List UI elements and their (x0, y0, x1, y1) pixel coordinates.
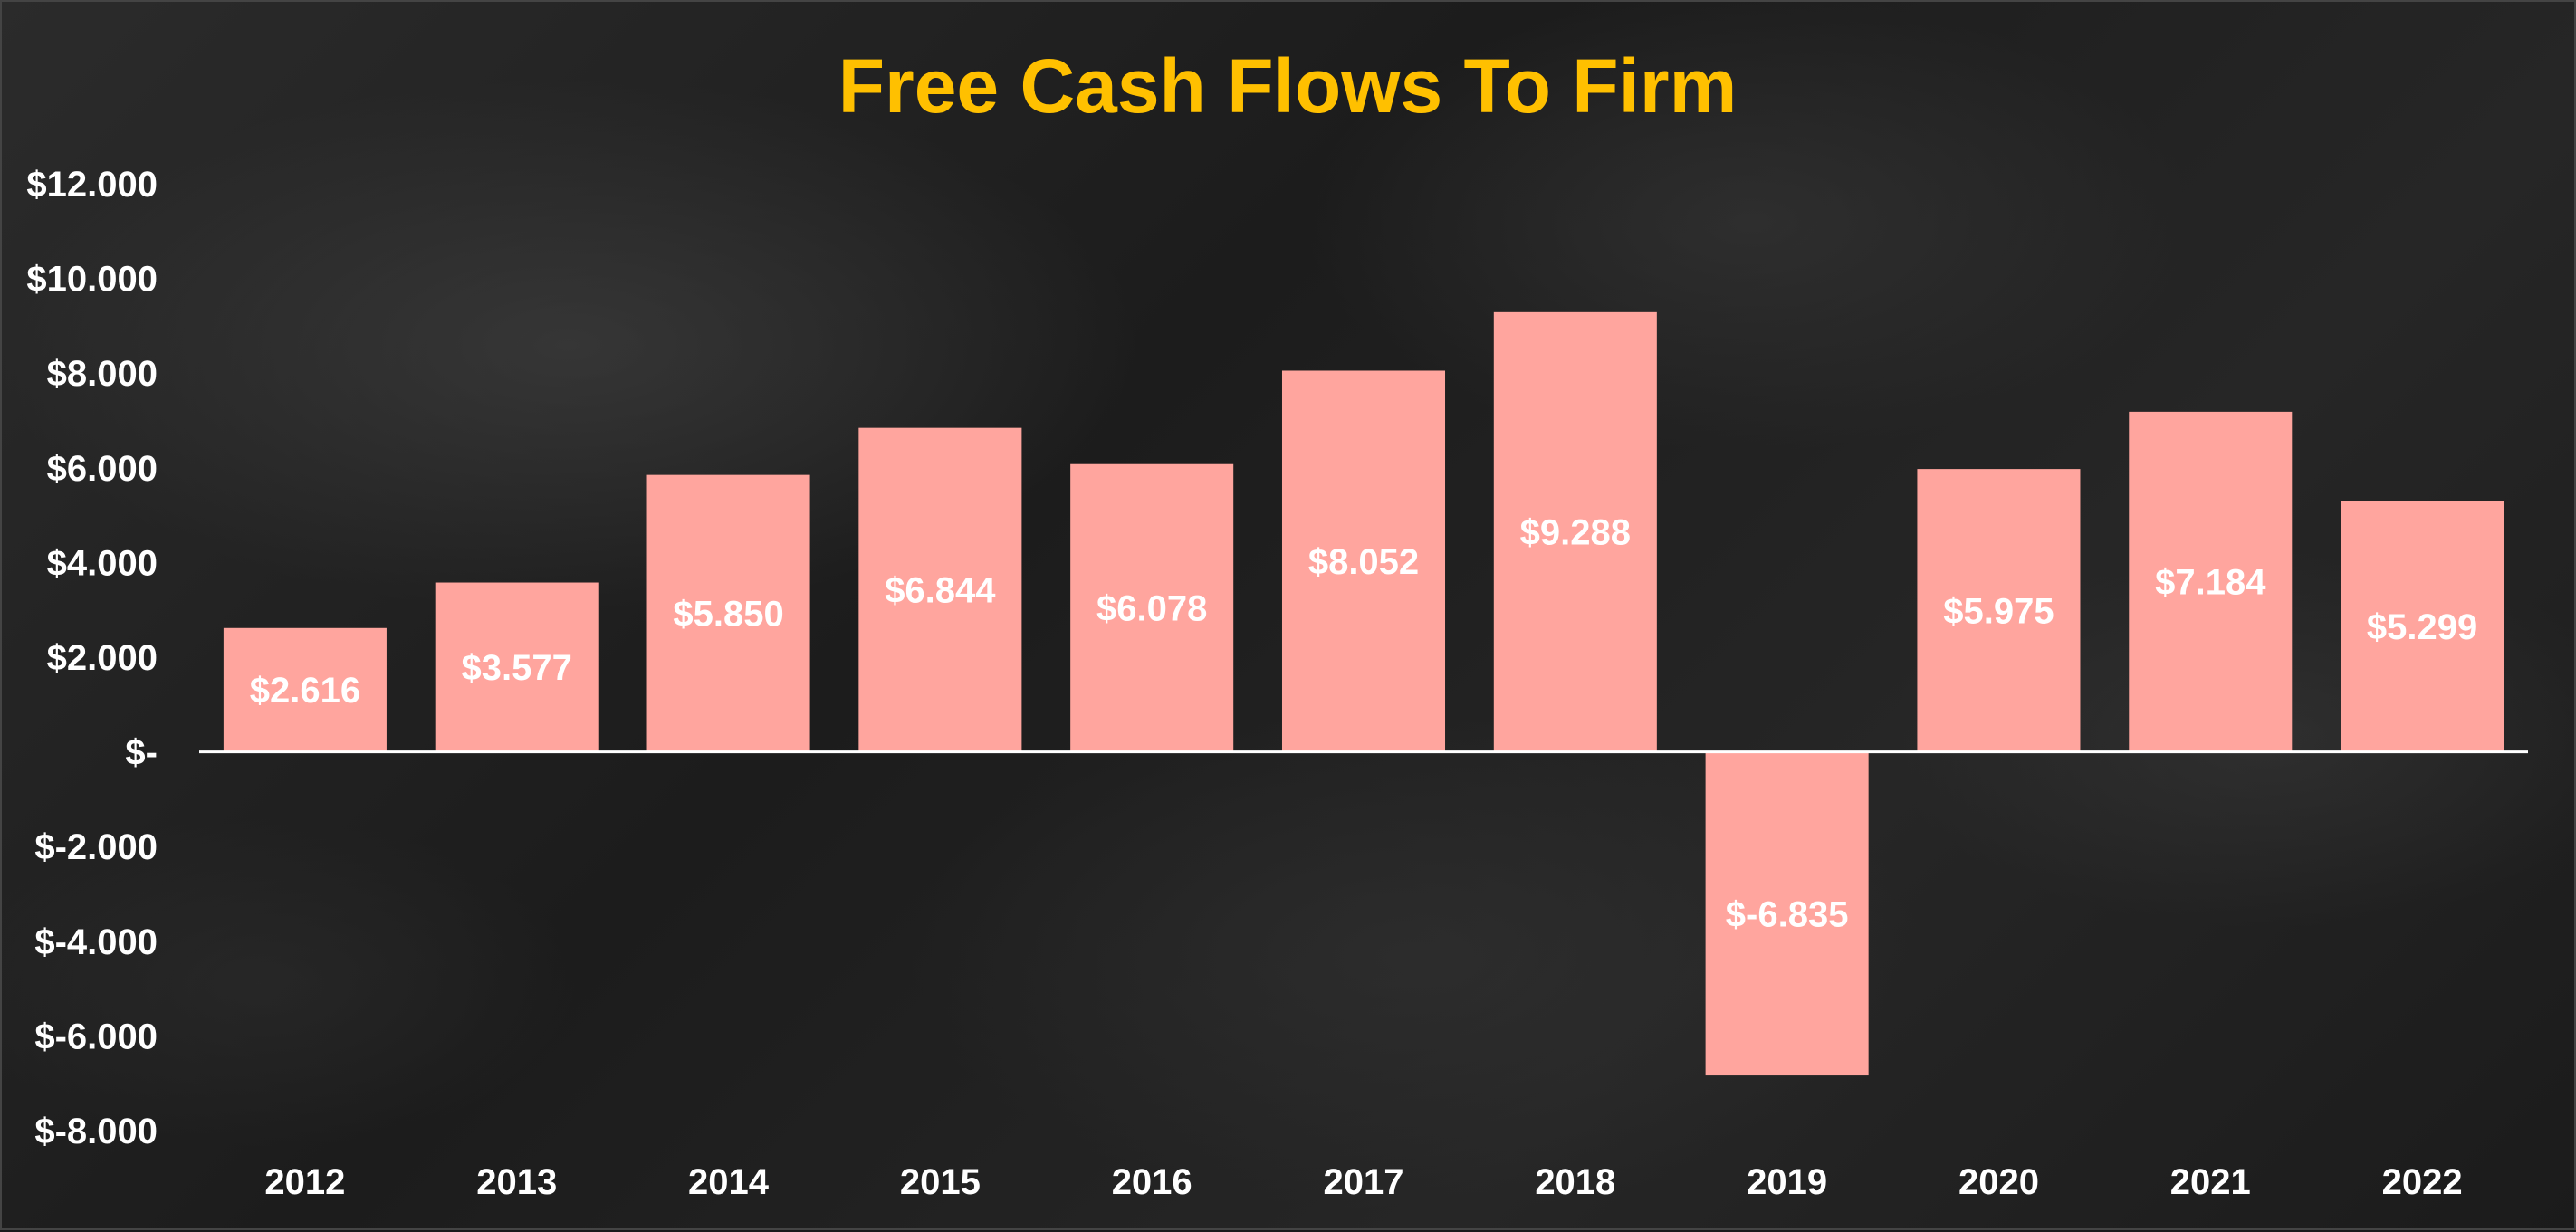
y-tick-label: $-6.000 (34, 1017, 158, 1056)
y-tick-label: $4.000 (47, 543, 158, 583)
x-tick-label: 2019 (1747, 1162, 1827, 1202)
y-tick-label: $8.000 (47, 354, 158, 394)
data-label-2017: $8.052 (1308, 542, 1419, 582)
x-tick-label: 2021 (2170, 1162, 2251, 1202)
x-tick-label: 2013 (476, 1162, 557, 1202)
y-axis: $12.000 $10.000 $8.000 $6.000 $4.000 $2.000 $-… (26, 165, 158, 1151)
bar-2019 (1705, 751, 1869, 1076)
data-label-2019: $-6.835 (1726, 894, 1849, 934)
y-tick-label: $- (125, 733, 158, 773)
bar-2018 (1493, 311, 1657, 752)
bar-2013 (435, 582, 599, 752)
data-label-2014: $5.850 (673, 595, 783, 635)
y-tick-label: $-4.000 (34, 922, 158, 962)
y-tick-label: $-8.000 (34, 1112, 158, 1151)
x-tick-label: 2014 (688, 1162, 770, 1202)
y-tick-label: $6.000 (47, 449, 158, 489)
y-tick-label: $2.000 (47, 638, 158, 678)
chart-title: Free Cash Flows To Firm (838, 43, 1738, 129)
x-tick-label: 2012 (264, 1162, 345, 1202)
data-label-2016: $6.078 (1096, 589, 1207, 629)
bars-group (223, 311, 2504, 1076)
x-tick-label: 2015 (900, 1162, 981, 1202)
data-label-2015: $6.844 (885, 571, 996, 611)
data-label-2018: $9.288 (1520, 513, 1631, 553)
bar-2022 (2341, 501, 2504, 752)
bar-2012 (223, 627, 387, 752)
y-tick-label: $-2.000 (34, 827, 158, 867)
bar-2016 (1070, 463, 1234, 752)
y-tick-label: $12.000 (26, 165, 158, 205)
data-label-2022: $5.299 (2367, 607, 2477, 647)
x-tick-label: 2016 (1112, 1162, 1192, 1202)
x-tick-label: 2022 (2382, 1162, 2463, 1202)
data-label-2021: $7.184 (2155, 563, 2266, 603)
data-label-2020: $5.975 (1943, 591, 2054, 631)
y-tick-label: $10.000 (26, 260, 158, 300)
data-labels-group: $2.616 $3.577 $5.850 $6.844 $6.078 $8.052 $9.2… (250, 513, 2478, 935)
x-tick-label: 2017 (1324, 1162, 1404, 1202)
bar-2020 (1917, 469, 2081, 752)
data-label-2012: $2.616 (250, 671, 360, 711)
bar-2017 (1281, 370, 1446, 752)
x-tick-label: 2020 (1958, 1162, 2039, 1202)
bar-2021 (2129, 411, 2293, 752)
x-axis: 2012 2013 2014 2015 2016 2017 2018 2019 2020 2021… (264, 1162, 2462, 1202)
bar-2015 (858, 427, 1022, 752)
bar-2014 (646, 474, 810, 752)
data-label-2013: $3.577 (462, 648, 572, 688)
x-tick-label: 2018 (1535, 1162, 1615, 1202)
